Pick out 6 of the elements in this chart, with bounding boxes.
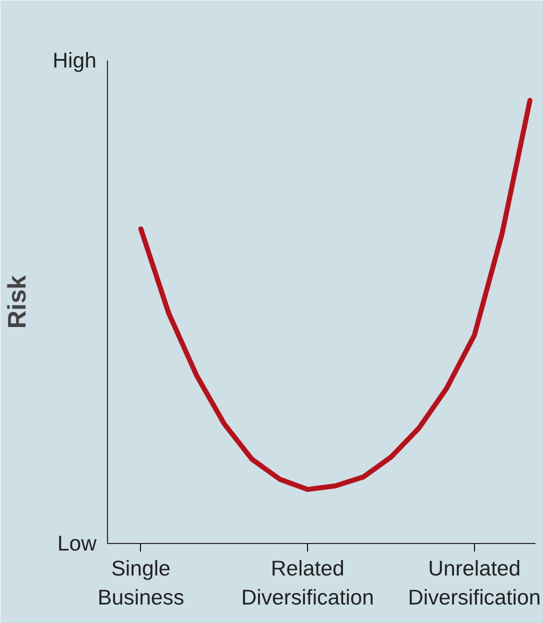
text: High [52,48,97,72]
x-tick-label: Single Business [98,556,184,610]
y-axis-title: Risk [4,274,32,329]
text: Low [57,532,98,556]
x-tick-label: Unrelated Diversification [408,556,541,610]
x-tick-label: Related Diversification [241,556,374,610]
